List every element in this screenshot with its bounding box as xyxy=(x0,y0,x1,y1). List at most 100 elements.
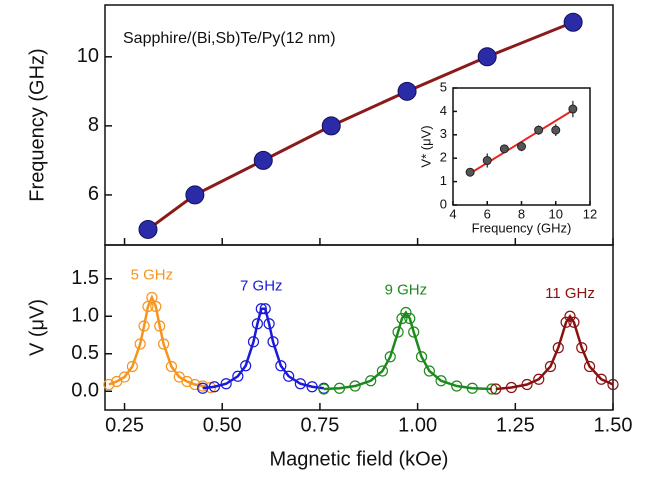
data-point xyxy=(397,81,417,101)
data-point xyxy=(185,185,205,205)
data-point xyxy=(423,365,435,377)
data-point xyxy=(333,382,346,394)
y-tick-label: 4 xyxy=(440,103,447,118)
y-tick-label: 1.5 xyxy=(71,267,99,289)
y-tick-label: 6 xyxy=(88,183,99,205)
data-point xyxy=(568,316,580,328)
y-tick-label: 2 xyxy=(440,150,447,165)
data-point xyxy=(294,378,306,390)
data-point xyxy=(240,360,252,372)
data-point xyxy=(517,142,526,151)
data-point xyxy=(197,382,209,394)
data-point xyxy=(505,381,517,394)
y-tick-label: 0.0 xyxy=(71,380,99,402)
x-tick-label: 8 xyxy=(518,206,525,221)
data-point xyxy=(466,382,478,394)
data-point xyxy=(384,351,396,363)
data-point xyxy=(404,312,416,325)
data-point xyxy=(154,320,166,332)
y-axis-label: V (μV) xyxy=(26,299,48,356)
data-point xyxy=(490,383,502,395)
data-point xyxy=(583,360,596,373)
data-point xyxy=(134,338,146,350)
data-point xyxy=(283,370,295,382)
x-tick-label: 0.50 xyxy=(203,414,242,436)
data-point xyxy=(181,375,193,388)
data-point xyxy=(499,144,509,154)
data-point xyxy=(138,219,158,239)
x-tick-label: 6 xyxy=(484,206,491,221)
data-point xyxy=(267,336,279,348)
data-point xyxy=(208,381,221,393)
data-point xyxy=(321,116,341,136)
data-point xyxy=(564,310,576,322)
data-point xyxy=(349,380,361,392)
data-point xyxy=(365,375,377,387)
data-point xyxy=(275,360,287,372)
plot-frame xyxy=(104,244,614,411)
y-tick-label: 1 xyxy=(440,173,447,188)
data-point xyxy=(165,360,178,373)
y-tick-label: 0 xyxy=(440,196,447,211)
x-tick-label: 10 xyxy=(549,206,563,221)
fit-line xyxy=(202,307,324,390)
y-tick-label: 5 xyxy=(440,79,447,94)
y-tick-label: 8 xyxy=(88,114,99,136)
data-point xyxy=(552,342,564,354)
data-point xyxy=(533,373,545,385)
data-point xyxy=(568,104,578,114)
data-point xyxy=(263,318,275,330)
data-point xyxy=(150,300,162,313)
data-point xyxy=(477,47,497,67)
data-point xyxy=(306,381,318,393)
x-tick-label: 1.25 xyxy=(496,414,535,436)
data-point xyxy=(259,303,271,315)
data-point xyxy=(563,12,583,32)
series-label: 5 GHz xyxy=(131,266,174,283)
data-point xyxy=(465,167,475,177)
y-tick-label: 1.0 xyxy=(71,305,99,327)
fit-line xyxy=(323,310,492,391)
y-tick-label: 0.5 xyxy=(71,342,99,364)
data-point xyxy=(607,378,619,391)
x-tick-label: 1.50 xyxy=(594,414,633,436)
data-point xyxy=(103,378,115,391)
data-point xyxy=(376,365,389,377)
x-axis-label: Magnetic field (kOe) xyxy=(270,448,449,470)
x-tick-label: 1.00 xyxy=(398,414,437,436)
data-point xyxy=(392,326,404,338)
annotation: Sapphire/(Bi,Sb)Te/Py(12 nm) xyxy=(123,30,336,47)
x-tick-label: 12 xyxy=(583,206,597,221)
data-point xyxy=(118,371,131,383)
data-point xyxy=(560,316,572,328)
data-point xyxy=(521,378,533,391)
data-point xyxy=(435,375,447,387)
x-tick-label: 0.25 xyxy=(105,414,144,436)
data-point xyxy=(251,318,263,330)
data-point xyxy=(534,125,544,135)
y-tick-label: 10 xyxy=(77,45,99,67)
data-point xyxy=(318,383,330,395)
x-tick-label: 4 xyxy=(449,206,456,221)
data-point xyxy=(415,351,428,363)
data-point xyxy=(451,380,463,392)
data-point xyxy=(551,125,561,135)
series-label: 7 GHz xyxy=(240,278,283,295)
data-point xyxy=(220,378,232,390)
data-point xyxy=(595,373,607,385)
data-point xyxy=(253,150,273,170)
fit-line xyxy=(108,294,211,389)
data-point xyxy=(232,370,244,382)
data-point xyxy=(158,338,170,350)
data-point xyxy=(255,303,267,315)
data-point xyxy=(247,336,260,348)
y-tick-label: 3 xyxy=(440,126,447,141)
y-axis-label: V* (μV) xyxy=(418,125,433,167)
data-point xyxy=(138,320,150,332)
data-point xyxy=(400,306,412,319)
data-point xyxy=(408,326,420,338)
data-point xyxy=(576,342,588,354)
data-point xyxy=(544,360,557,373)
